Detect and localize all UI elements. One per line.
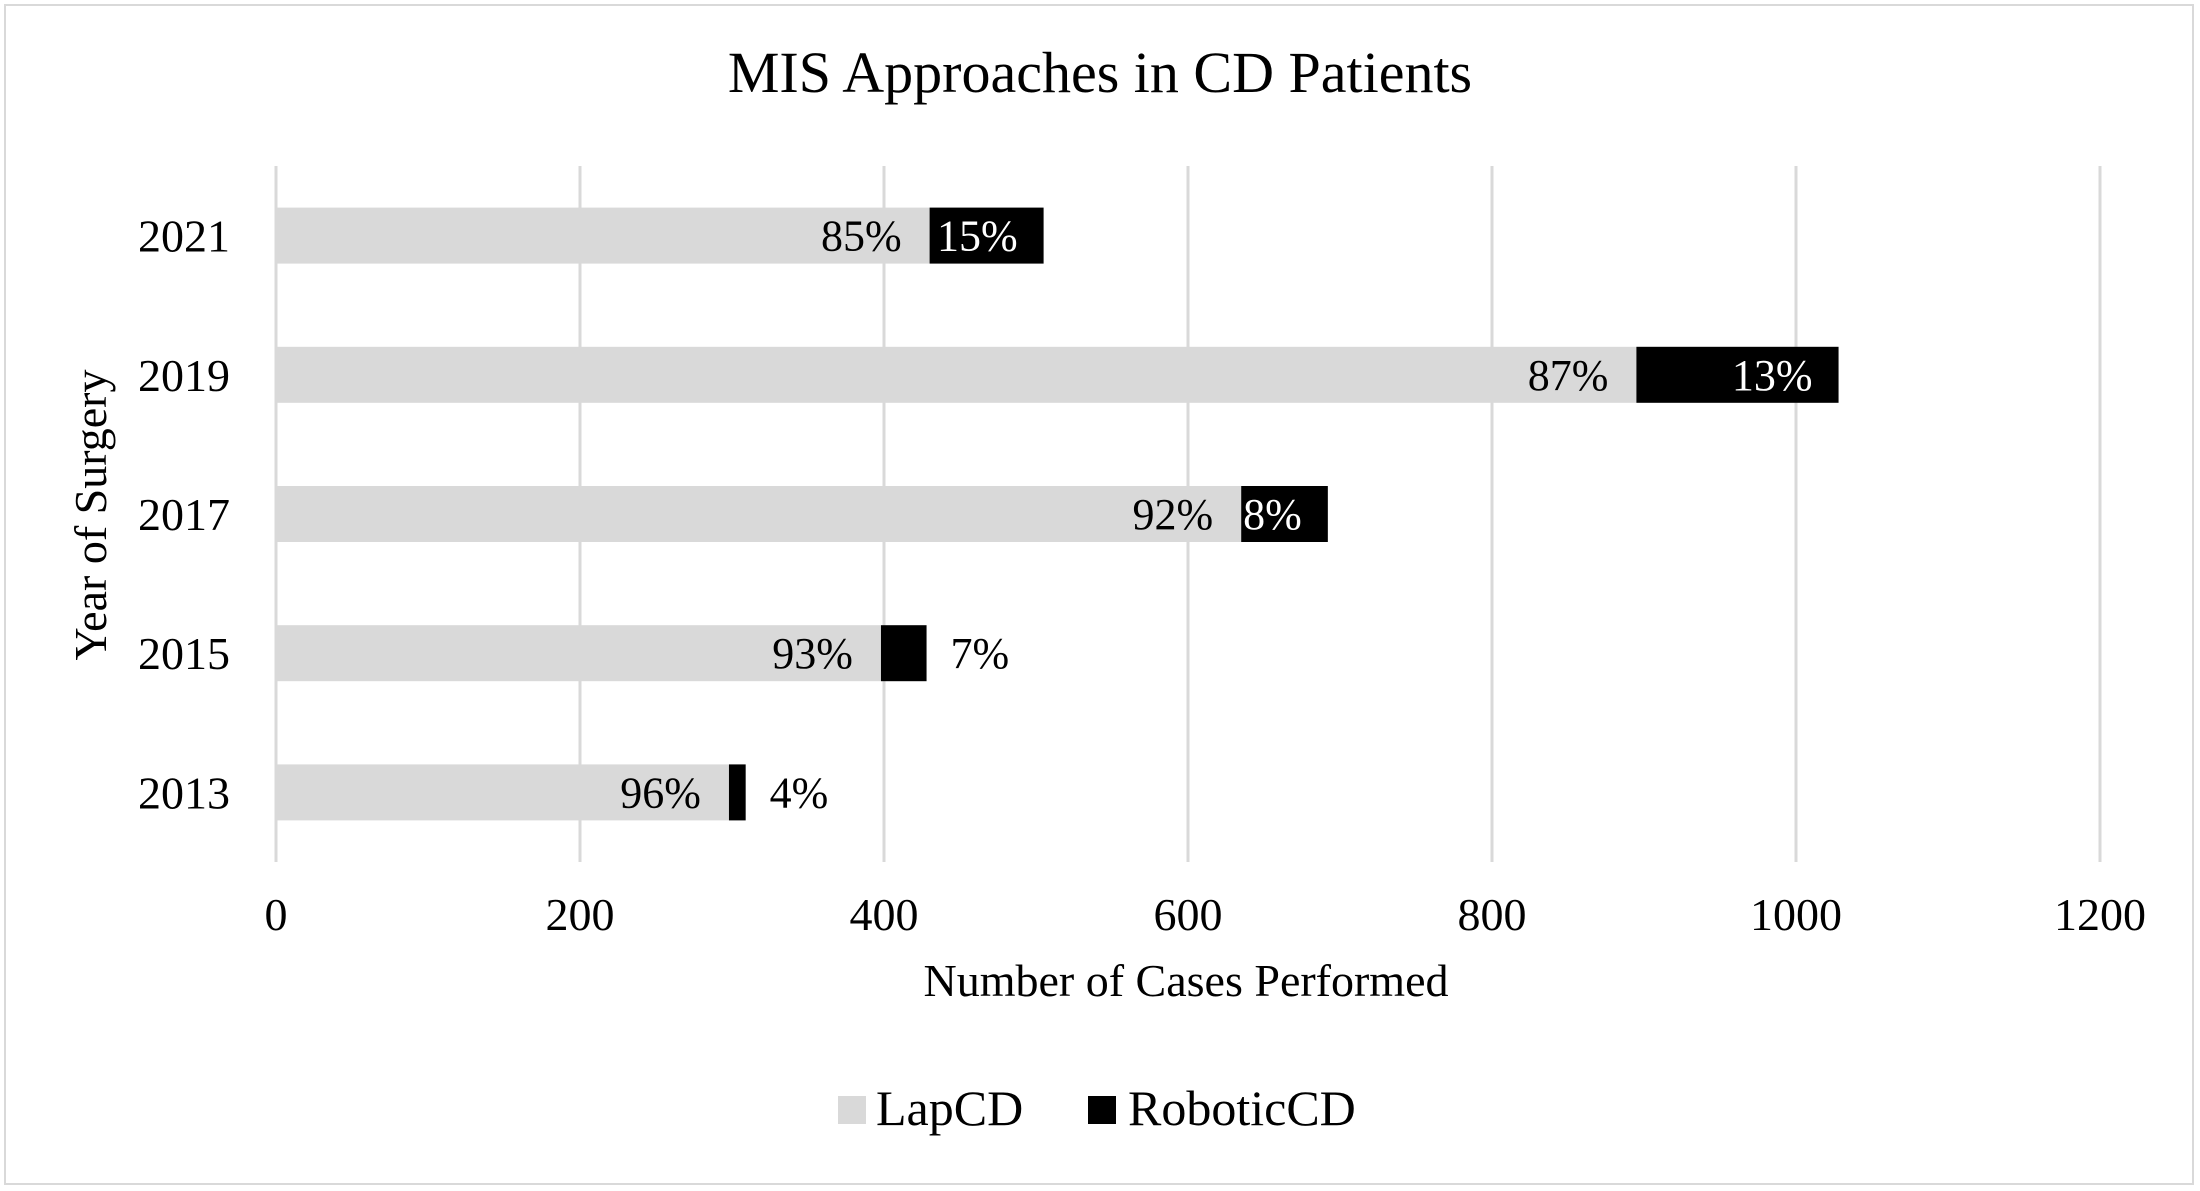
bar-lapcd xyxy=(276,207,930,264)
bar-lapcd xyxy=(276,486,1242,542)
chart-frame xyxy=(4,4,2194,1185)
bar-roboticcd xyxy=(880,625,927,682)
legend: LapCD RoboticCD xyxy=(838,1080,1356,1136)
y-tick-label: 2017 xyxy=(138,489,230,540)
bar-roboticcd xyxy=(1636,346,1839,403)
x-tick-label: 1200 xyxy=(2054,889,2146,940)
data-label-roboticcd: 15% xyxy=(937,212,1018,261)
legend-label-roboticcd: RoboticCD xyxy=(1128,1080,1356,1136)
bar-labels: 85% 15% 87% 13% 92% 8% 93% 7% 96% 4% xyxy=(620,212,1812,818)
legend-swatch-roboticcd xyxy=(1088,1096,1116,1124)
y-tick-label: 2019 xyxy=(138,350,230,401)
y-tick-label: 2013 xyxy=(138,767,230,818)
y-tick-label: 2015 xyxy=(138,628,230,679)
bar-lapcd xyxy=(276,346,1637,403)
bar-lapcd xyxy=(276,764,729,821)
legend-swatch-lapcd xyxy=(838,1096,866,1124)
x-axis-ticks: 0 200 400 600 800 1000 1200 xyxy=(265,889,2147,940)
x-tick-label: 400 xyxy=(850,889,919,940)
chart-title: MIS Approaches in CD Patients xyxy=(728,40,1472,105)
data-label-lapcd: 87% xyxy=(1528,351,1609,400)
x-tick-label: 0 xyxy=(265,889,288,940)
bar-lapcd xyxy=(276,625,881,682)
y-axis-ticks: 2021 2019 2017 2015 2013 xyxy=(138,211,230,819)
data-label-lapcd: 93% xyxy=(772,629,853,678)
y-axis-title: Year of Surgery xyxy=(65,370,116,661)
bars xyxy=(276,207,1839,821)
bar-roboticcd xyxy=(1241,486,1328,542)
data-label-roboticcd: 8% xyxy=(1243,490,1302,539)
bar-roboticcd xyxy=(728,764,746,821)
x-tick-label: 600 xyxy=(1154,889,1223,940)
data-label-roboticcd: 13% xyxy=(1732,351,1813,400)
x-tick-label: 1000 xyxy=(1750,889,1842,940)
bar-roboticcd xyxy=(929,207,1044,264)
data-label-lapcd: 96% xyxy=(620,768,701,817)
data-label-lapcd: 85% xyxy=(821,212,902,261)
x-axis-title: Number of Cases Performed xyxy=(923,955,1448,1006)
data-label-lapcd: 92% xyxy=(1133,490,1214,539)
data-label-roboticcd: 4% xyxy=(770,768,829,817)
legend-label-lapcd: LapCD xyxy=(876,1080,1023,1136)
gridlines xyxy=(274,166,2102,862)
x-tick-label: 800 xyxy=(1458,889,1527,940)
data-label-roboticcd: 7% xyxy=(951,629,1010,678)
y-tick-label: 2021 xyxy=(138,211,230,262)
x-tick-label: 200 xyxy=(546,889,615,940)
